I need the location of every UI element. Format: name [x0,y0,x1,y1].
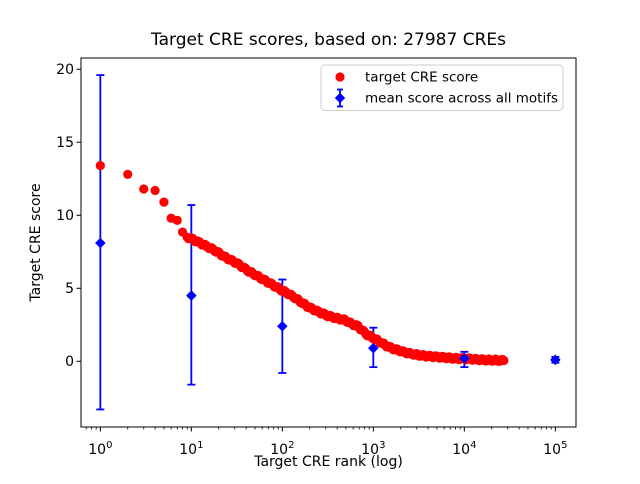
y-tick-label: 10 [56,208,74,224]
y-tick-label: 0 [65,354,74,370]
y-tick-label: 5 [65,281,74,297]
mean-diamond-point [186,290,197,301]
x-tick-label: 104 [452,440,476,458]
chart-title: Target CRE scores, based on: 27987 CREs [150,30,506,50]
plot-frame [80,57,577,428]
x-tick-label: 102 [270,440,294,458]
mean-diamond-point [368,342,379,354]
legend: target CRE score mean score across all m… [320,64,564,111]
legend-entry-target-score: target CRE score [365,70,478,86]
x-axis-label: Target CRE rank (log) [253,454,403,470]
mean-diamond-point [459,353,470,364]
legend-blue-errorbar-icon [334,88,346,108]
y-tick-label: 20 [56,62,74,78]
red-data-point [499,355,509,366]
x-tick-label: 105 [543,440,567,458]
x-axis-ticks: 100 101 102 103 104 105 [85,427,567,458]
legend-box [320,64,564,111]
red-data-point [159,197,169,207]
red-data-point [139,184,149,194]
y-tick-label: 15 [56,135,74,151]
mean-diamond-point [95,237,106,249]
red-data-point [123,169,133,179]
red-data-point [150,185,160,196]
x-tick-label: 101 [179,440,203,458]
mean-diamond-point [550,354,561,366]
red-data-point [172,215,182,225]
legend-entry-mean-score: mean score across all motifs [365,91,558,107]
y-axis-label: Target CRE score [28,183,44,302]
red-scatter-layer [95,161,509,366]
x-tick-label: 103 [361,440,385,458]
y-axis-ticks: 0 5 10 15 20 [56,62,81,370]
legend-red-circle-icon [335,72,345,82]
red-data-point [95,161,105,171]
x-tick-label: 100 [88,440,112,458]
mean-diamond-point [277,320,288,332]
blue-mean-layer [95,237,561,366]
